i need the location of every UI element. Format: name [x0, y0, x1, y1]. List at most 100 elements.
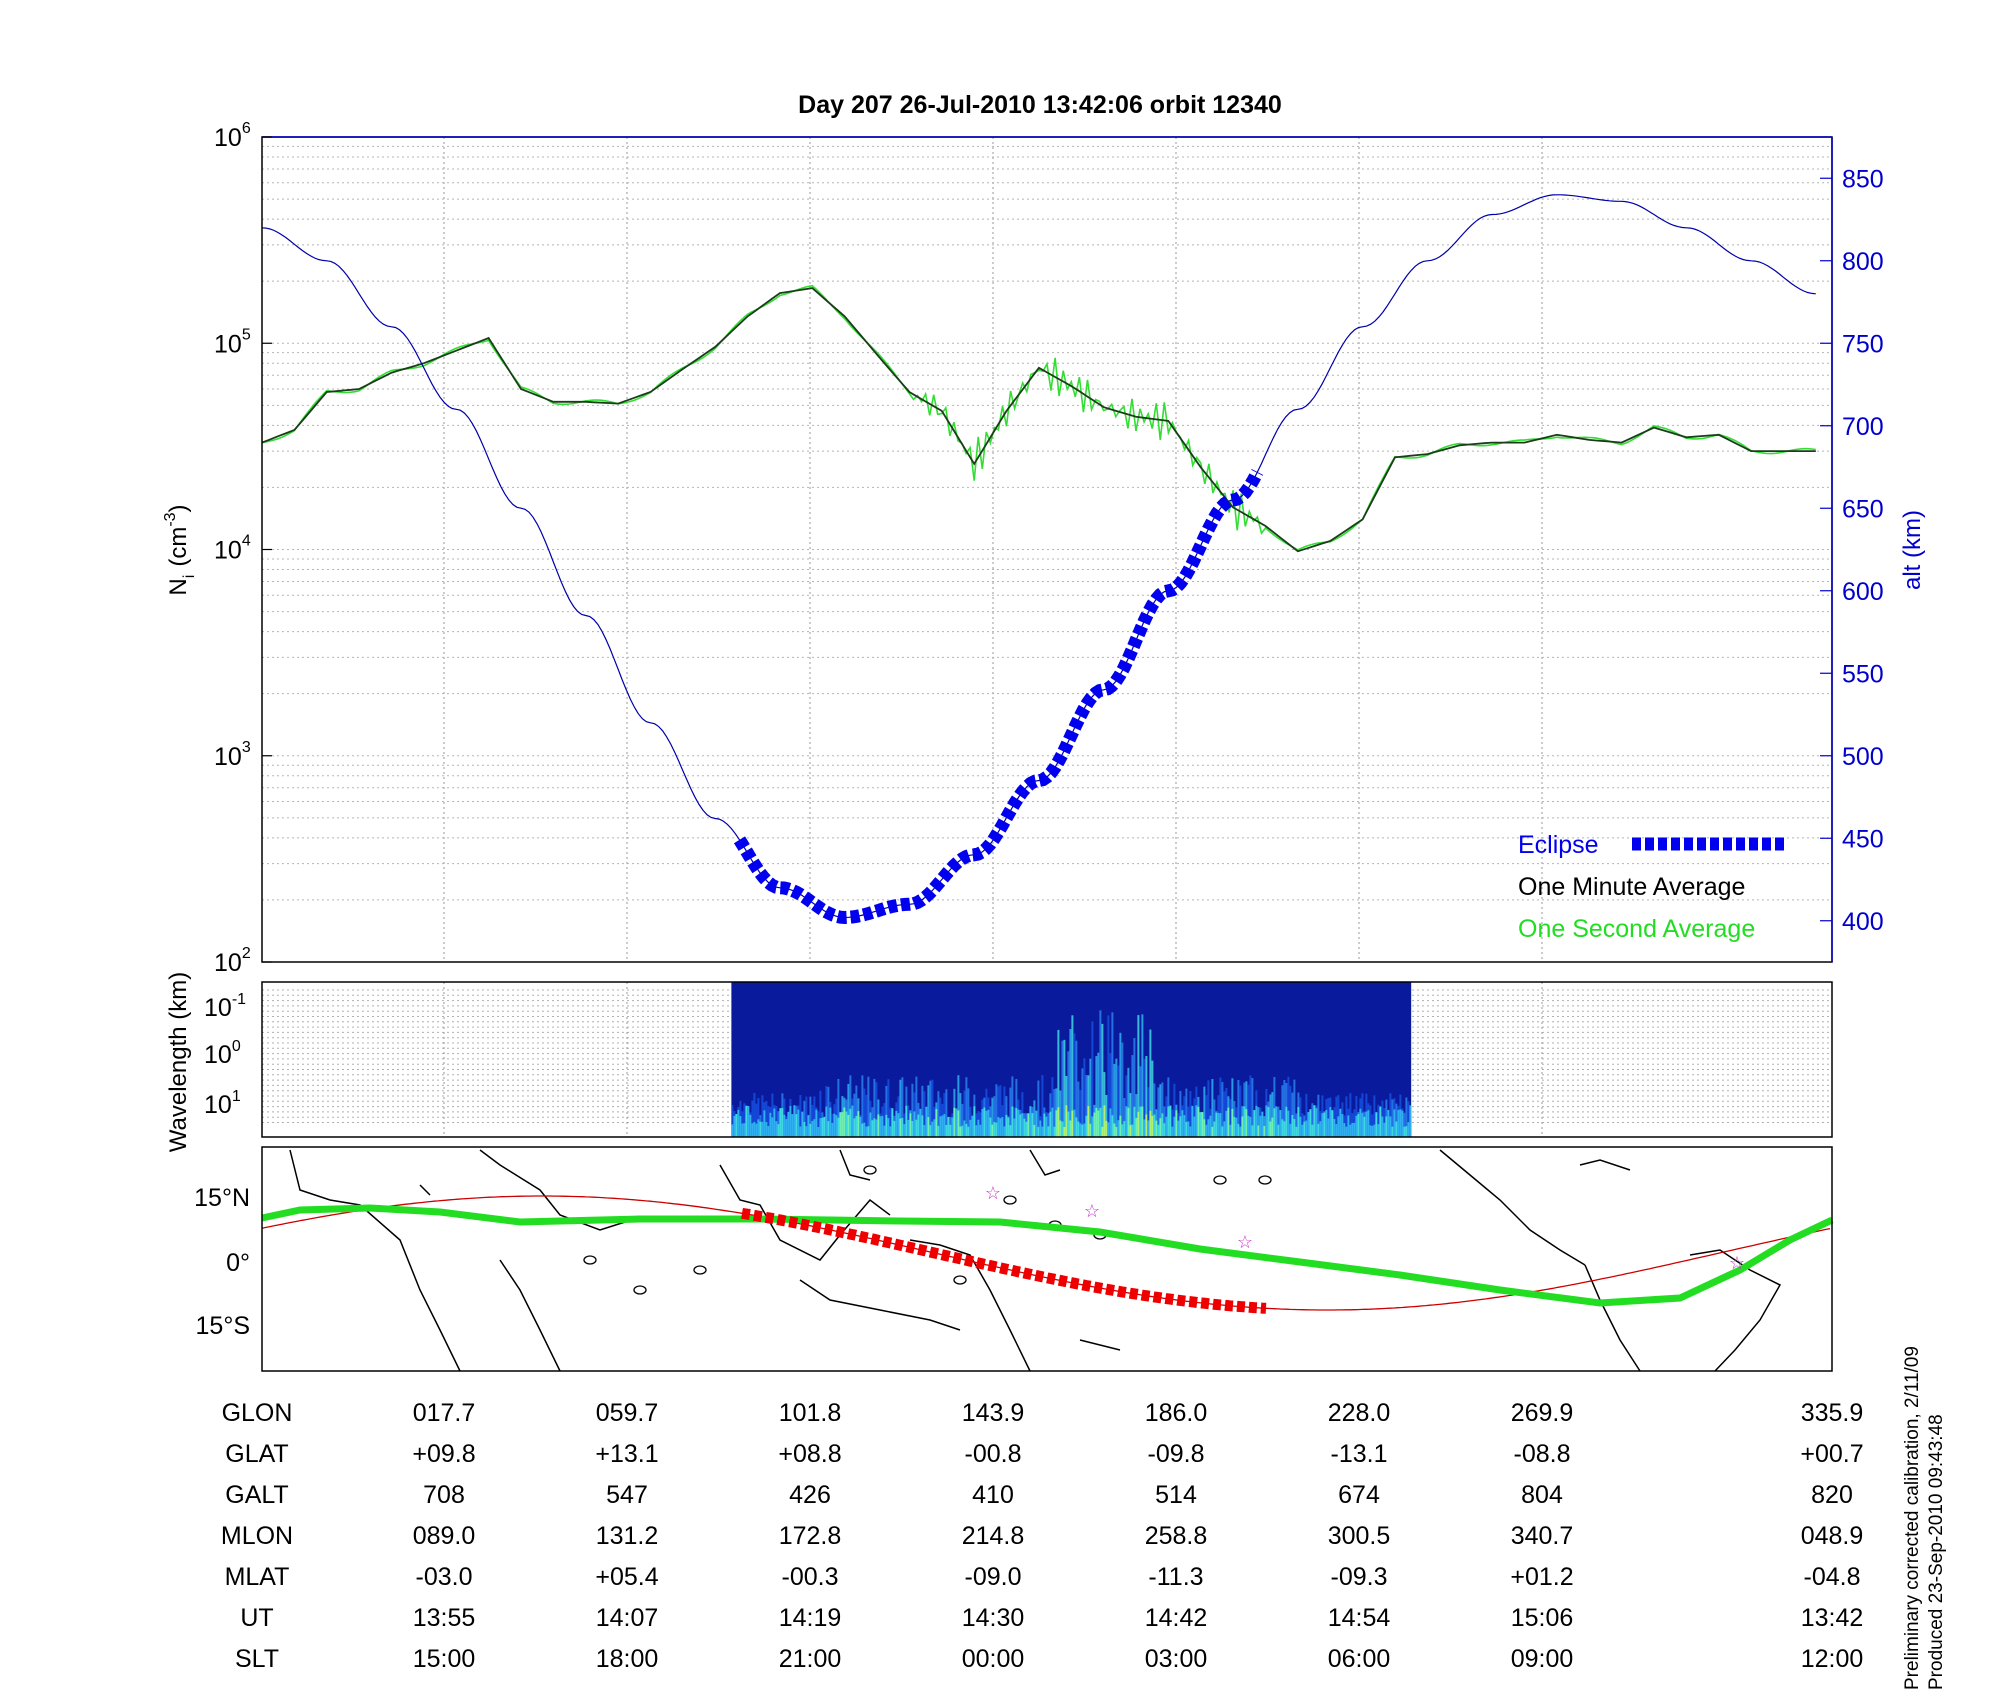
spectrogram-low-band — [1087, 1106, 1090, 1137]
spectrogram-column — [873, 1078, 876, 1137]
spectrogram-low-band — [1213, 1121, 1216, 1137]
spectrogram-low-band — [1235, 1117, 1238, 1137]
spectrogram-column — [1291, 1092, 1294, 1137]
spectrogram-column — [1121, 1042, 1124, 1137]
spectrogram-low-band — [975, 1125, 978, 1137]
coastline — [419, 1184, 431, 1196]
spectrogram-low-band — [1117, 1120, 1120, 1137]
spectrogram-column — [961, 1103, 964, 1137]
spectrogram-low-band — [1021, 1113, 1024, 1137]
eclipse-track — [741, 1207, 1267, 1314]
spectrogram-low-band — [1381, 1116, 1384, 1137]
table-cell: -09.0 — [965, 1563, 1022, 1591]
spectrogram-low-band — [985, 1110, 988, 1137]
spectrogram-low-band — [1097, 1110, 1100, 1137]
spectrogram-low-band — [1045, 1116, 1048, 1137]
spectrogram-column — [993, 1096, 996, 1137]
spectrogram-low-band — [1103, 1105, 1106, 1137]
table-cell: 101.8 — [779, 1399, 842, 1427]
spectrogram-column — [975, 1113, 978, 1137]
spectrogram-low-band — [905, 1105, 908, 1137]
spectrogram-low-band — [1355, 1115, 1358, 1137]
spectrogram-low-band — [1047, 1126, 1050, 1137]
table-cell: 059.7 — [596, 1399, 659, 1427]
spec-tick-label: 101 — [204, 1088, 241, 1119]
spectrogram-column — [1131, 1055, 1134, 1137]
spectrogram-low-band — [1203, 1119, 1206, 1137]
spectrogram-low-band — [783, 1114, 786, 1137]
spectrogram-low-band — [1379, 1106, 1382, 1137]
table-cell: 340.7 — [1511, 1522, 1574, 1550]
spectrogram-low-band — [955, 1108, 958, 1137]
spectrogram-low-band — [969, 1119, 972, 1137]
spectrogram-low-band — [1251, 1125, 1254, 1137]
y-tick-exponent: 6 — [242, 120, 251, 137]
spectrogram-column — [1151, 1060, 1154, 1137]
spectrogram-column — [863, 1088, 866, 1137]
table-row-label: SLT — [235, 1645, 279, 1673]
table-cell: 14:54 — [1328, 1604, 1391, 1632]
spectrogram-low-band — [1153, 1114, 1156, 1137]
spectrogram-low-band — [1091, 1116, 1094, 1137]
spectrogram-low-band — [749, 1114, 752, 1137]
island — [693, 1265, 707, 1275]
table-cell: 300.5 — [1328, 1522, 1391, 1550]
spectrogram-column — [1237, 1080, 1240, 1137]
table-cell: -13.1 — [1331, 1440, 1388, 1468]
spectrogram-low-band — [1255, 1105, 1258, 1137]
spectrogram-low-band — [1065, 1105, 1068, 1137]
table-cell: 708 — [423, 1481, 465, 1509]
spectrogram-low-band — [1193, 1116, 1196, 1137]
ylabel-n: N — [165, 578, 192, 595]
spectrogram-low-band — [943, 1114, 946, 1137]
spectrogram-column — [1203, 1086, 1206, 1137]
spectrogram-column — [1163, 1106, 1166, 1137]
spectrogram-low-band — [1357, 1114, 1360, 1137]
table-cell: 143.9 — [962, 1399, 1025, 1427]
spectrogram-column — [931, 1079, 934, 1137]
spectrogram-column — [1221, 1082, 1224, 1137]
spectrogram-column — [1063, 1039, 1066, 1137]
spectrogram-low-band — [925, 1106, 928, 1137]
spectrogram-column — [1057, 1029, 1060, 1137]
spectrogram-low-band — [1407, 1122, 1410, 1137]
spectrogram-low-band — [1259, 1115, 1262, 1137]
spectrogram-low-band — [1265, 1105, 1268, 1137]
spectrogram-low-band — [1261, 1111, 1264, 1137]
spectrogram-column — [847, 1083, 850, 1137]
spectrogram-low-band — [1129, 1125, 1132, 1137]
spectrogram-column — [1041, 1075, 1044, 1137]
left-axis-ticks: 102 103 104 105 106 — [214, 120, 272, 977]
spectrogram-low-band — [1027, 1113, 1030, 1137]
spectrogram-column — [1249, 1075, 1252, 1137]
spectrogram-low-band — [1229, 1124, 1232, 1137]
spectrogram-column — [1073, 1033, 1076, 1137]
spectrogram-low-band — [1383, 1122, 1386, 1137]
spectrogram-low-band — [1115, 1126, 1118, 1137]
spectrogram-low-band — [1037, 1126, 1040, 1137]
spectrogram-low-band — [1361, 1112, 1364, 1137]
spectrogram-low-band — [1035, 1110, 1038, 1137]
spectrogram-low-band — [919, 1108, 922, 1137]
table-cell: +08.8 — [778, 1440, 841, 1468]
spectrogram-column — [1143, 1058, 1146, 1137]
spectrogram-low-band — [1127, 1107, 1130, 1137]
spectrogram-low-band — [1197, 1106, 1200, 1137]
spectrogram-column — [1185, 1088, 1188, 1137]
spectrogram-low-band — [1373, 1124, 1376, 1137]
spectrogram-low-band — [1371, 1125, 1374, 1137]
spectrogram-column — [1247, 1084, 1250, 1137]
spectrogram-low-band — [867, 1126, 870, 1137]
spectrogram-column — [1377, 1104, 1380, 1137]
spectrogram-low-band — [973, 1106, 976, 1137]
spectrogram-low-band — [907, 1119, 910, 1137]
spectrogram-low-band — [1377, 1124, 1380, 1137]
spectrogram-low-band — [1101, 1126, 1104, 1137]
spectrogram-low-band — [879, 1116, 882, 1137]
map-lat-label: 15°S — [196, 1312, 250, 1340]
spectrogram-low-band — [941, 1115, 944, 1137]
table-cell: +09.8 — [412, 1440, 475, 1468]
spectrogram-low-band — [1293, 1118, 1296, 1137]
spectrogram-low-band — [861, 1123, 864, 1137]
spectrogram-column — [995, 1084, 998, 1137]
